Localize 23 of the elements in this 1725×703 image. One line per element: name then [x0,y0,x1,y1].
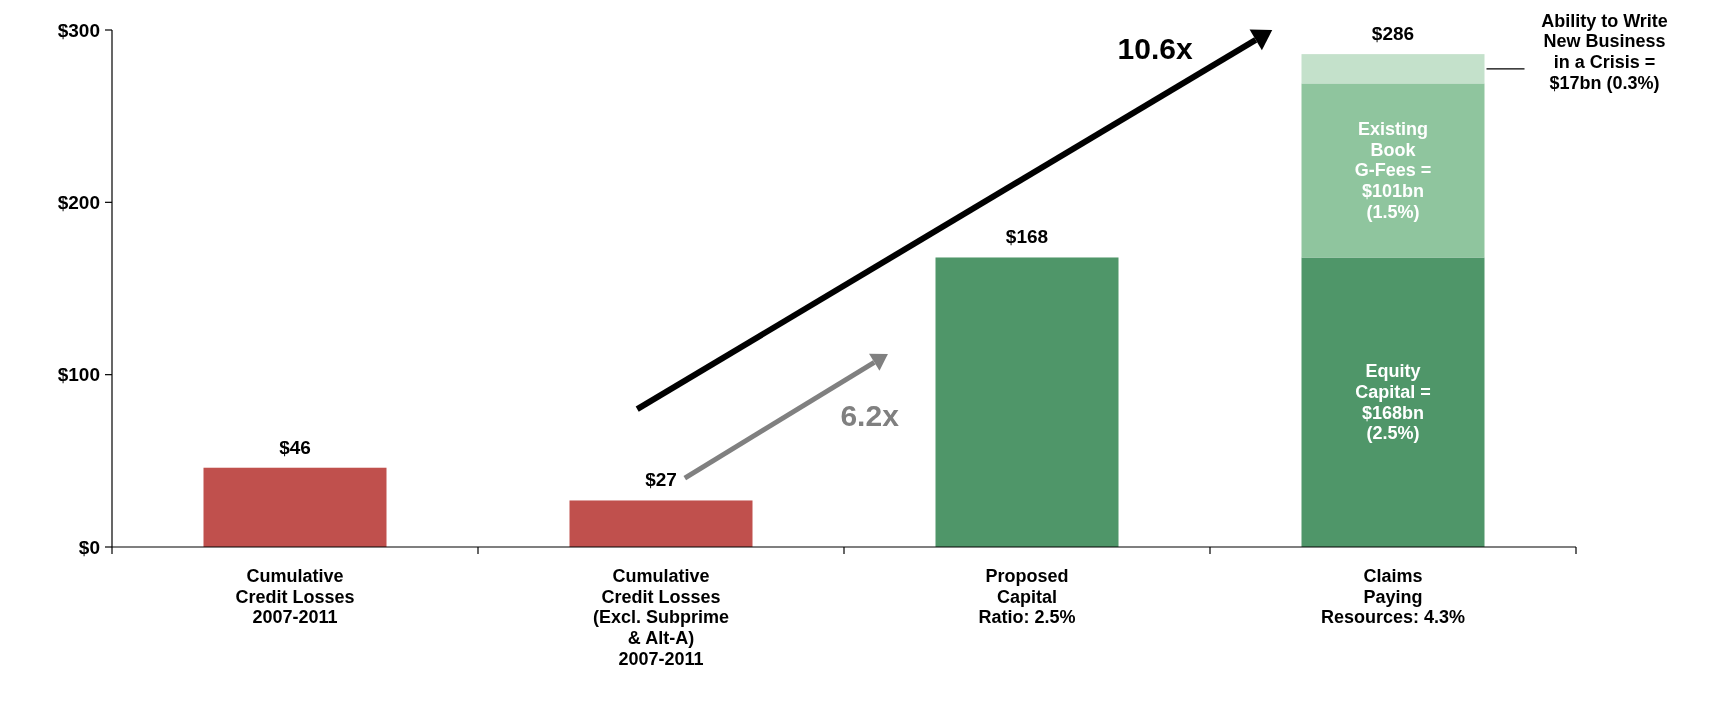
bar [1301,83,1485,258]
x-tick-label: Claims Paying Resources: 4.3% [1320,566,1466,628]
total-label: $46 [279,436,311,458]
y-tick-label: $0 [78,536,100,558]
bar [569,500,753,547]
annotation: 6.2x [840,399,900,433]
y-tick-label: $300 [57,19,100,41]
bar [1301,257,1485,547]
annotation: Equity Capital = $168bn (2.5%) [1355,361,1431,444]
x-tick-label: Cumulative Credit Losses 2007-2011 [235,566,355,628]
annotation: Existing Book G-Fees = $101bn (1.5%) [1354,119,1432,222]
bar [1301,54,1485,84]
y-tick-label: $200 [57,191,100,213]
y-tick-label: $100 [57,364,100,386]
annotation: 10.6x [1117,32,1193,66]
total-label: $168 [1005,226,1049,248]
x-tick-label: Proposed Capital Ratio: 2.5% [978,566,1076,628]
annotation: Ability to Write New Business in a Crisis = $17bn (0.3%) [1541,10,1668,93]
bar [203,467,387,547]
total-label: $286 [1371,23,1415,45]
x-tick-label: Cumulative Credit Losses (Excl. Subprime & Alt-A) 2007-2011 [592,566,730,669]
total-label: $27 [645,469,677,491]
bar [935,257,1119,547]
